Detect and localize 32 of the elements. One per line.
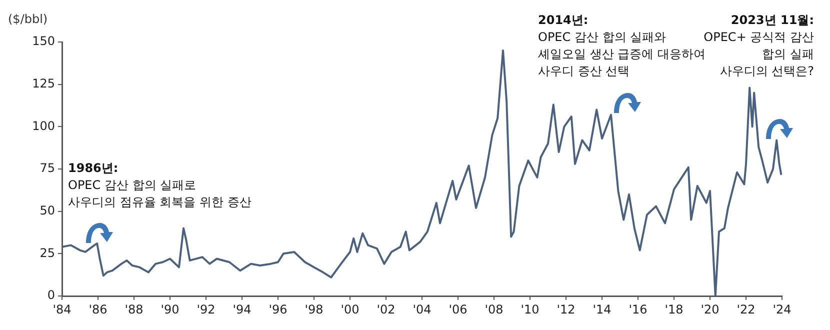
annotation: 2014년: OPEC 감산 합의 실패와 셰일오일 생산 급증에 대응하여 사우디 증산 선택 (538, 13, 706, 78)
x-tick-label: '98 (304, 302, 324, 316)
x-tick-label: '20 (700, 302, 720, 316)
y-axis-title: ($/bbl) (8, 12, 48, 26)
x-tick-label: '14 (592, 302, 612, 316)
x-tick-label: '18 (664, 302, 684, 316)
y-tick-label: 75 (40, 161, 55, 176)
x-tick-label: '02 (376, 302, 396, 316)
y-tick-label: 100 (32, 118, 55, 133)
x-tick-label: '08 (484, 302, 504, 316)
y-tick-label: 50 (40, 203, 55, 218)
x-tick-label: '22 (736, 302, 756, 316)
x-tick-label: '94 (232, 302, 252, 316)
y-tick-label: 25 (40, 246, 55, 260)
x-tick-label: '06 (448, 302, 468, 316)
annotation: 2023년 11월: OPEC+ 공식적 감산 합의 실패 사우디의 선택은? (704, 13, 814, 78)
annotation: 1986년: OPEC 감산 합의 실패로 사우디의 점유율 회복을 위한 증산 (68, 161, 252, 209)
y-tick-label: 125 (32, 76, 55, 90)
x-tick-label: '96 (268, 302, 288, 316)
x-tick-label: '24 (772, 302, 792, 316)
x-tick-label: '16 (628, 302, 648, 316)
x-tick-label: '92 (196, 302, 216, 316)
x-tick-label: '04 (412, 302, 432, 316)
x-tick-label: '84 (52, 302, 72, 316)
x-tick-label: '90 (160, 302, 180, 316)
x-tick-label: '12 (556, 302, 576, 316)
x-tick-label: '86 (88, 302, 108, 316)
x-tick-label: '10 (520, 302, 540, 316)
x-tick-label: '00 (340, 302, 360, 316)
y-tick-label: 150 (32, 34, 55, 48)
y-tick-label: 0 (47, 288, 55, 302)
x-tick-label: '88 (124, 302, 144, 316)
